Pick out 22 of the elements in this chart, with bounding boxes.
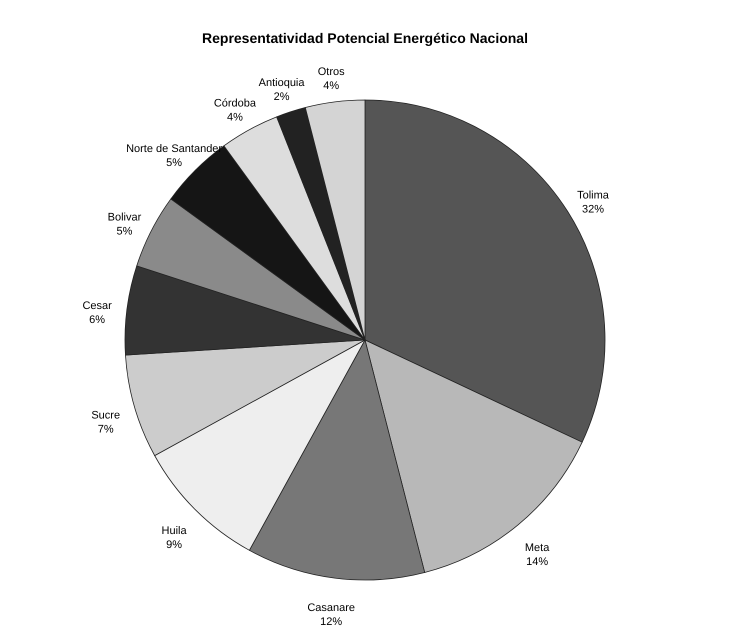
slice-label: Huila	[162, 524, 188, 537]
data-label: 12%	[320, 616, 342, 628]
slice-label: Meta	[524, 542, 550, 554]
data-label: 5%	[116, 225, 133, 238]
data-label: 32%	[582, 203, 604, 216]
slice-label: Cesar	[82, 300, 112, 312]
data-label: 4%	[226, 111, 244, 124]
data-label: 14%	[526, 556, 548, 568]
slice-label: Tolima	[577, 189, 610, 202]
data-label: 2%	[274, 91, 290, 104]
data-label: 4%	[323, 80, 340, 92]
slice-label: Bolivar	[108, 211, 142, 224]
data-label: 6%	[89, 314, 106, 326]
data-label: 7%	[98, 423, 114, 436]
data-label: 5%	[166, 157, 182, 170]
chart-title: Representatividad Potencial Energético Nacional	[202, 30, 528, 46]
data-label: 9%	[166, 538, 182, 551]
slice-label: Córdoba	[214, 97, 257, 110]
slice-label: Casanare	[307, 602, 356, 614]
slice-label: Sucre	[91, 409, 120, 422]
slice-label: Otros	[318, 66, 346, 78]
slice-label: Antioquia	[258, 77, 306, 90]
